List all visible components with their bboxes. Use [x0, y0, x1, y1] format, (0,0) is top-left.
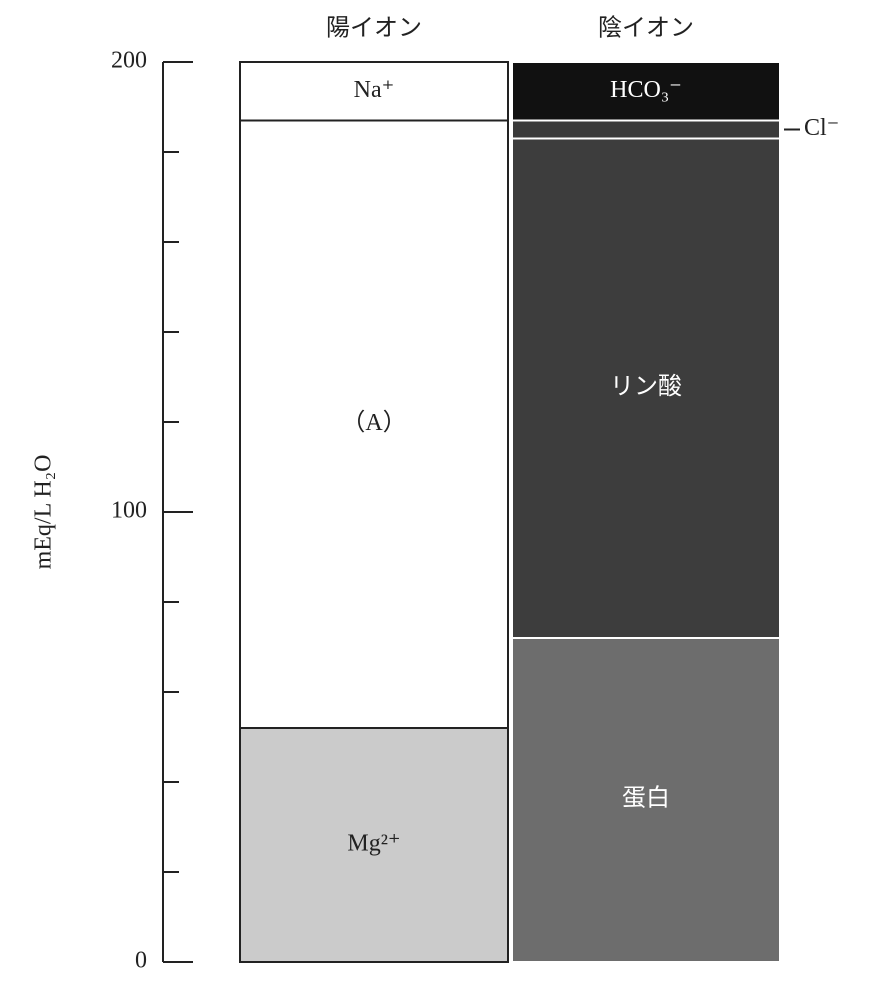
y-tick-label: 0 [135, 948, 147, 974]
segment-label: 蛋白 [622, 785, 670, 812]
x-tick-label: 陽イオン [326, 16, 422, 42]
y-tick-label: 200 [111, 48, 147, 74]
bar-segment [239, 727, 509, 963]
segment-label: Cl⁻ [804, 115, 839, 141]
bar-segment [239, 61, 509, 122]
segment-label: Mg²⁺ [347, 831, 400, 857]
y-axis-label: mEq/L H₂O [31, 455, 57, 570]
segment-label: Na⁺ [354, 77, 395, 103]
x-tick-label: 陰イオン [598, 15, 694, 42]
segment-label: HCO₃⁻ [610, 77, 682, 103]
y-tick-label: 100 [111, 498, 147, 524]
bar-segment [239, 119, 509, 729]
bar-segment [511, 61, 781, 122]
bar-segment [511, 137, 781, 639]
segment-label: リン酸 [610, 373, 682, 400]
segment-label: （A） [341, 410, 406, 436]
bar-segment [511, 119, 781, 140]
